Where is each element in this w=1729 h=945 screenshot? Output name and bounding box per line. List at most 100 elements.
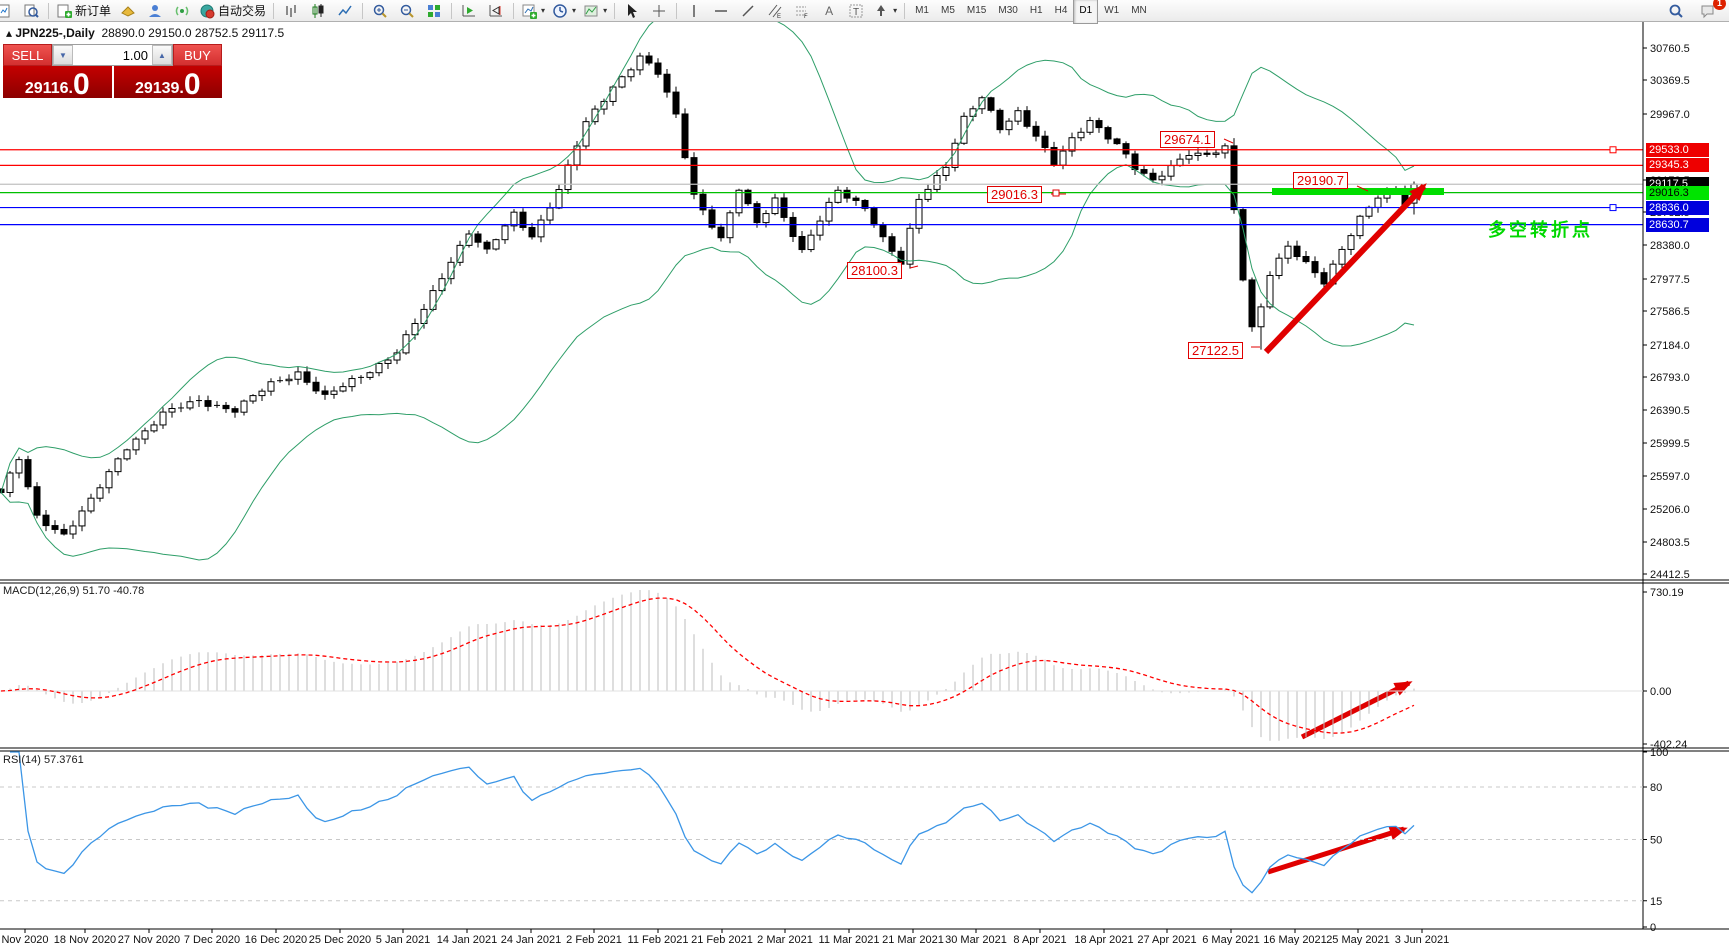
svg-text:15: 15 xyxy=(1650,896,1662,908)
new-chart-icon[interactable] xyxy=(0,1,17,21)
svg-text:50: 50 xyxy=(1650,835,1662,847)
svg-text:25206.0: 25206.0 xyxy=(1650,504,1690,516)
svg-text:2 Feb 2021: 2 Feb 2021 xyxy=(566,934,622,945)
main-toolbar: 新订单 自动交易 xyxy=(0,0,1729,24)
svg-text:27977.5: 27977.5 xyxy=(1650,274,1690,286)
svg-text:18 Apr 2021: 18 Apr 2021 xyxy=(1074,934,1133,945)
price-line-badge: 29016.3 xyxy=(1646,185,1709,200)
timeframe-button-h4[interactable]: H4 xyxy=(1054,5,1068,16)
svg-text:0.00: 0.00 xyxy=(1650,686,1671,698)
macd-label: MACD(12,26,9) 51.70 -40.78 xyxy=(3,585,145,597)
svg-text:2 Mar 2021: 2 Mar 2021 xyxy=(757,934,813,945)
sell-price[interactable]: 29116. 0 xyxy=(3,66,114,101)
svg-text:29967.0: 29967.0 xyxy=(1650,109,1690,121)
timeframe-button-m30[interactable]: M30 xyxy=(998,5,1018,16)
price-callout[interactable]: 27122.5 xyxy=(1188,342,1243,359)
horizontal-line-tool-icon[interactable] xyxy=(708,1,734,21)
trendline-tool-icon[interactable] xyxy=(735,1,761,21)
svg-text:14 Jan 2021: 14 Jan 2021 xyxy=(437,934,498,945)
ohlc-low: 28752.5 xyxy=(194,26,239,40)
indicators-dropdown-caret[interactable]: ▾ xyxy=(541,6,546,15)
auto-trading-button[interactable]: 自动交易 xyxy=(196,1,269,21)
timeframe-button-m15[interactable]: M15 xyxy=(966,5,987,16)
price-line-badge: 28630.7 xyxy=(1646,217,1709,232)
svg-text:3 Jun 2021: 3 Jun 2021 xyxy=(1395,934,1449,945)
buy-button[interactable]: BUY xyxy=(173,44,222,66)
tile-windows-icon[interactable] xyxy=(421,1,447,21)
toolbar-separator xyxy=(676,2,678,19)
toolbar-separator xyxy=(48,2,49,19)
price-callout[interactable]: 29190.7 xyxy=(1293,172,1348,189)
text-label-tool-icon[interactable]: T xyxy=(843,1,869,21)
one-click-trading-panel: SELL ▼ ▲ BUY 29116. 0 29139. 0 xyxy=(3,44,223,101)
volume-increase-button[interactable]: ▲ xyxy=(152,45,172,65)
svg-text:F: F xyxy=(804,14,808,19)
volume-decrease-button[interactable]: ▼ xyxy=(53,45,73,65)
svg-text:25597.0: 25597.0 xyxy=(1650,471,1690,483)
community-icon[interactable] xyxy=(142,1,168,21)
arrows-tool-icon[interactable]: ▾ xyxy=(870,1,900,21)
bar-chart-type-icon[interactable] xyxy=(278,1,304,21)
svg-text:Nov 2020: Nov 2020 xyxy=(1,934,48,945)
candlestick-chart-type-icon[interactable] xyxy=(305,1,331,21)
periods-icon[interactable]: ▾ xyxy=(549,1,579,21)
auto-scroll-icon[interactable] xyxy=(456,1,482,21)
price-line-badge: 29533.0 xyxy=(1646,142,1709,157)
buy-price-main: 29139. xyxy=(134,80,184,97)
chart-shift-icon[interactable] xyxy=(483,1,509,21)
svg-text:24 Jan 2021: 24 Jan 2021 xyxy=(501,934,562,945)
notifications-icon[interactable]: 1 xyxy=(1695,0,1726,21)
templates-dropdown-caret[interactable]: ▾ xyxy=(603,6,608,15)
annotation-text[interactable]: 多空转折点 xyxy=(1488,220,1593,240)
sell-price-pips: 0 xyxy=(72,67,90,101)
volume-input[interactable] xyxy=(73,45,152,65)
vertical-line-tool-icon[interactable] xyxy=(681,1,707,21)
timeframe-bar: M1 M5 M15 M30 H1 H4 D1 W1 MN xyxy=(909,0,1153,24)
crosshair-tool-icon[interactable] xyxy=(646,1,672,21)
svg-text:27 Nov 2020: 27 Nov 2020 xyxy=(118,934,180,945)
toolbar-separator xyxy=(273,2,275,19)
indicators-icon[interactable]: ▾ xyxy=(518,1,548,21)
timeframe-button-h1[interactable]: H1 xyxy=(1029,5,1043,16)
price-callout[interactable]: 29674.1 xyxy=(1160,131,1215,148)
svg-text:16 Dec 2020: 16 Dec 2020 xyxy=(245,934,307,945)
print-preview-icon[interactable] xyxy=(18,1,44,21)
svg-text:28380.0: 28380.0 xyxy=(1650,240,1690,252)
periods-dropdown-caret[interactable]: ▾ xyxy=(572,6,577,15)
arrows-dropdown-caret[interactable]: ▾ xyxy=(893,6,898,15)
line-chart-type-icon[interactable] xyxy=(332,1,358,21)
svg-text:26793.0: 26793.0 xyxy=(1650,372,1690,384)
timeframe-button-m5[interactable]: M5 xyxy=(941,5,955,16)
svg-text:24412.5: 24412.5 xyxy=(1650,569,1690,581)
svg-text:18 Nov 2020: 18 Nov 2020 xyxy=(54,934,116,945)
svg-text:25999.5: 25999.5 xyxy=(1650,438,1690,450)
metaeditor-icon[interactable] xyxy=(115,1,141,21)
svg-text:30369.5: 30369.5 xyxy=(1650,75,1690,87)
buy-price[interactable]: 29139. 0 xyxy=(114,66,223,98)
new-order-button[interactable]: 新订单 xyxy=(53,1,114,21)
signals-icon[interactable] xyxy=(169,1,195,21)
ohlc-open: 28890.0 xyxy=(101,26,145,40)
timeframe-button-w1[interactable]: W1 xyxy=(1104,5,1120,16)
cursor-tool-icon[interactable] xyxy=(619,1,645,21)
zoom-out-icon[interactable] xyxy=(394,1,420,21)
sell-button[interactable]: SELL xyxy=(3,44,52,66)
sell-price-main: 29116. xyxy=(24,80,73,97)
collapse-icon[interactable]: ▴ xyxy=(6,26,13,40)
timeframe-button-m1[interactable]: M1 xyxy=(915,5,929,16)
timeframe-button-mn[interactable]: MN xyxy=(1131,5,1147,16)
price-callout[interactable]: 28100.3 xyxy=(847,262,902,279)
channel-tool-icon[interactable]: E xyxy=(762,1,788,21)
text-tool-icon[interactable]: A xyxy=(816,1,842,21)
svg-text:-402.24: -402.24 xyxy=(1650,739,1687,751)
timeframe-button-d1[interactable]: D1 xyxy=(1073,0,1099,24)
svg-text:11 Mar 2021: 11 Mar 2021 xyxy=(819,934,880,945)
new-order-label: 新订单 xyxy=(75,4,112,18)
zoom-in-icon[interactable] xyxy=(367,1,393,21)
price-callout[interactable]: 29016.3 xyxy=(987,186,1042,203)
search-icon[interactable] xyxy=(1663,1,1689,21)
fibonacci-tool-icon[interactable]: F xyxy=(789,1,815,21)
templates-icon[interactable]: ▾ xyxy=(580,1,610,21)
